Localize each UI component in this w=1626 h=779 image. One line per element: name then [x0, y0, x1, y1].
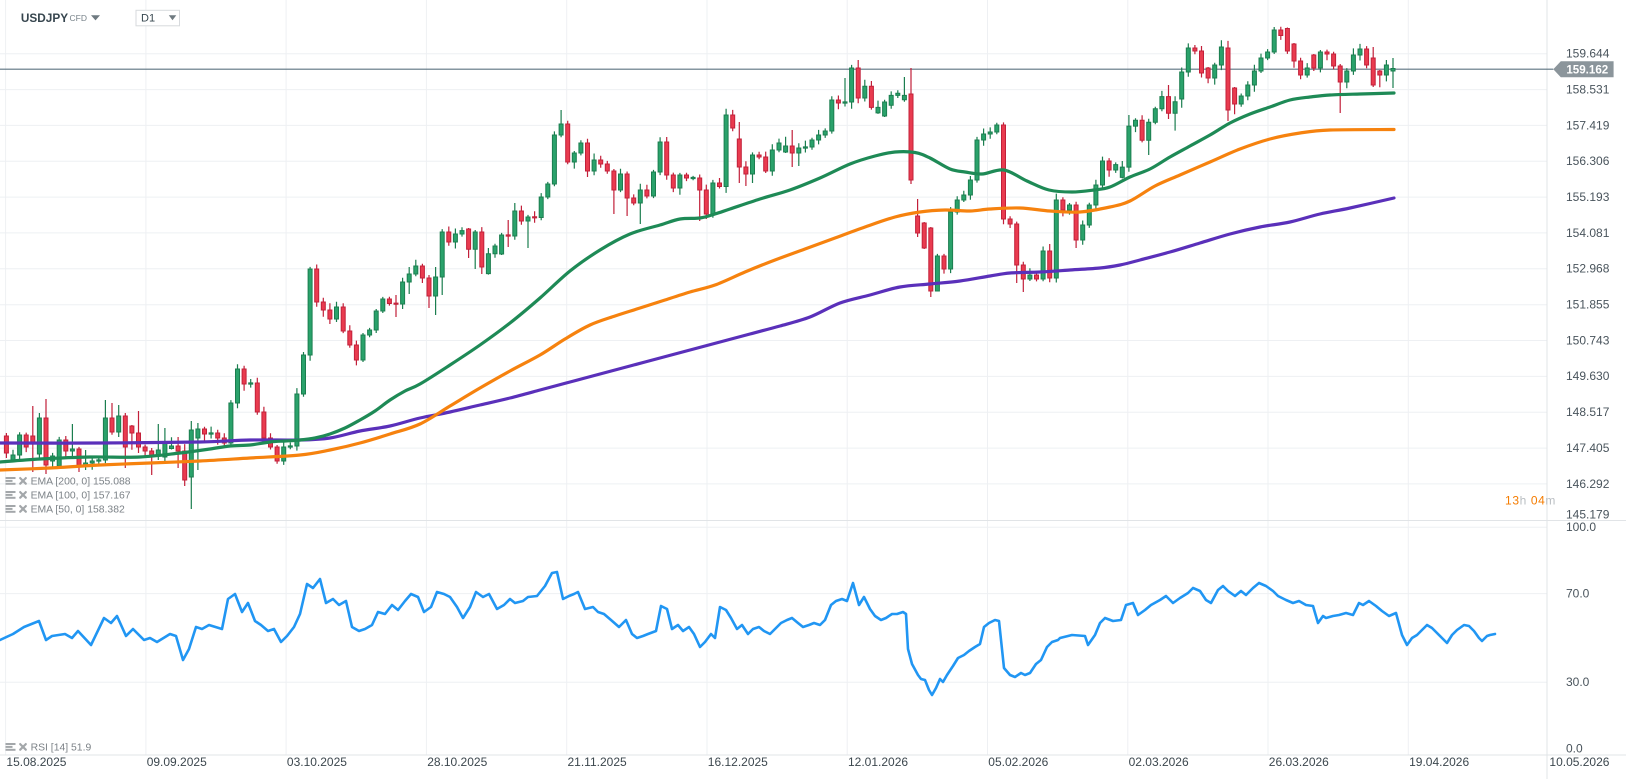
svg-text:100.0: 100.0: [1566, 520, 1596, 534]
svg-text:150.743: 150.743: [1566, 333, 1610, 347]
svg-text:EMA [100, 0] 157.167: EMA [100, 0] 157.167: [31, 491, 131, 502]
svg-text:145.179: 145.179: [1566, 508, 1610, 522]
svg-text:149.630: 149.630: [1566, 369, 1610, 383]
svg-text:09.09.2025: 09.09.2025: [147, 755, 207, 769]
svg-text:158.531: 158.531: [1566, 83, 1610, 97]
svg-text:CFD: CFD: [70, 13, 87, 23]
svg-text:156.306: 156.306: [1566, 154, 1610, 168]
svg-text:159.644: 159.644: [1566, 47, 1610, 61]
svg-text:16.12.2025: 16.12.2025: [708, 755, 768, 769]
svg-text:159.162: 159.162: [1566, 63, 1608, 76]
svg-text:0.0: 0.0: [1566, 742, 1583, 756]
svg-text:157.419: 157.419: [1566, 118, 1610, 132]
svg-text:02.03.2026: 02.03.2026: [1129, 755, 1189, 769]
svg-text:EMA [200, 0] 155.088: EMA [200, 0] 155.088: [31, 477, 131, 488]
svg-text:EMA [50, 0] 158.382: EMA [50, 0] 158.382: [31, 505, 125, 516]
svg-text:154.081: 154.081: [1566, 226, 1610, 240]
svg-text:26.03.2026: 26.03.2026: [1269, 755, 1329, 769]
svg-text:05.02.2026: 05.02.2026: [988, 755, 1048, 769]
svg-text:13h 04m: 13h 04m: [1505, 494, 1556, 508]
svg-text:D1: D1: [141, 12, 155, 24]
svg-text:USDJPY: USDJPY: [21, 11, 68, 25]
svg-text:RSI [14] 51.9: RSI [14] 51.9: [31, 743, 92, 754]
svg-text:03.10.2025: 03.10.2025: [287, 755, 347, 769]
svg-text:70.0: 70.0: [1566, 587, 1590, 601]
svg-text:21.11.2025: 21.11.2025: [568, 755, 627, 769]
svg-text:155.193: 155.193: [1566, 190, 1610, 204]
svg-text:15.08.2025: 15.08.2025: [6, 755, 66, 769]
svg-text:152.968: 152.968: [1566, 262, 1610, 276]
svg-text:30.0: 30.0: [1566, 675, 1590, 689]
svg-text:151.855: 151.855: [1566, 298, 1610, 312]
svg-text:10.05.2026: 10.05.2026: [1549, 755, 1609, 769]
svg-text:146.292: 146.292: [1566, 477, 1610, 491]
svg-text:12.01.2026: 12.01.2026: [848, 755, 908, 769]
svg-text:19.04.2026: 19.04.2026: [1409, 755, 1469, 769]
svg-text:147.405: 147.405: [1566, 441, 1610, 455]
svg-text:28.10.2025: 28.10.2025: [427, 755, 487, 769]
svg-text:148.517: 148.517: [1566, 405, 1610, 419]
